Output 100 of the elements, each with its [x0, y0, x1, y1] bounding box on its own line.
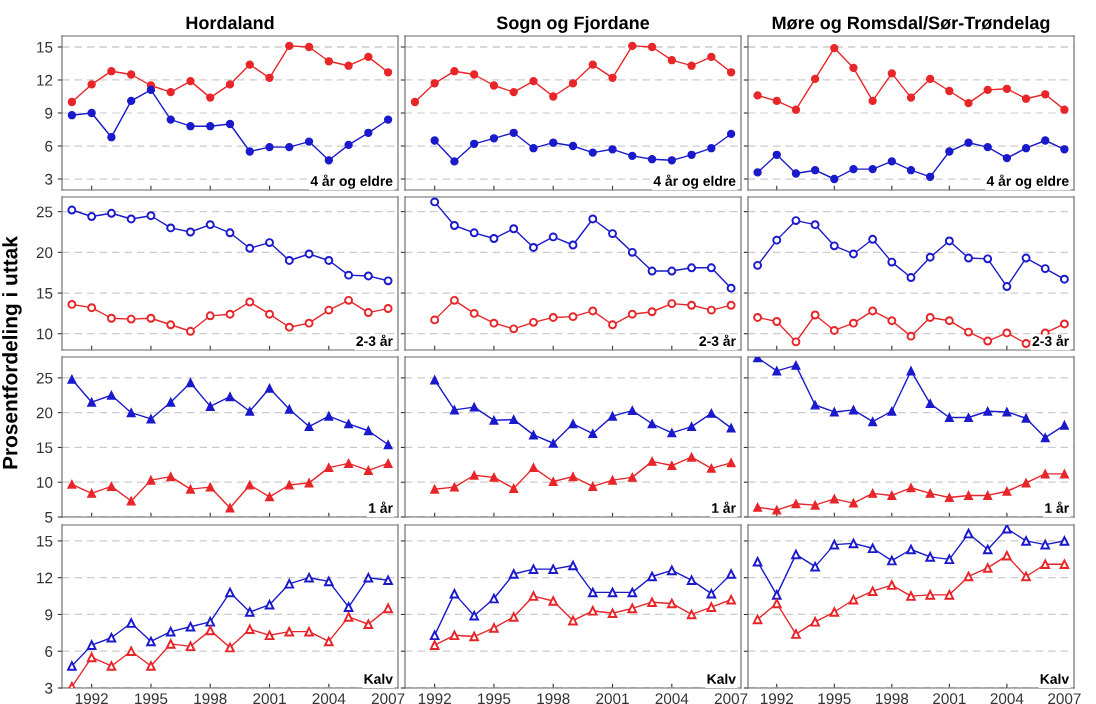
point: [324, 636, 334, 647]
point: [87, 80, 96, 89]
point: [771, 598, 782, 609]
point: [607, 608, 618, 619]
point: [906, 273, 916, 283]
y-tick-label: 15: [37, 442, 53, 454]
y-tick-label: 10: [37, 477, 53, 488]
y-axis-title: Prosentfordeling i uttak: [2, 236, 22, 469]
annotation: Kalv: [1040, 673, 1070, 684]
point: [588, 481, 598, 491]
point: [982, 544, 993, 555]
x-tick-label: 1992: [760, 693, 793, 704]
x-tick-label: 2004: [312, 693, 346, 704]
point: [244, 624, 255, 634]
annotation: 2-3 år: [356, 334, 393, 347]
chart-title: Hordaland: [186, 15, 274, 30]
point: [284, 256, 294, 265]
point: [1002, 153, 1012, 163]
annotation: 1 år: [712, 501, 736, 513]
point: [225, 392, 235, 402]
point: [528, 430, 538, 440]
point: [185, 378, 195, 388]
point: [67, 111, 77, 120]
y-tick-label: 9: [45, 609, 53, 621]
point: [126, 618, 136, 628]
point: [1021, 478, 1031, 488]
point: [868, 488, 878, 498]
point: [627, 587, 638, 598]
point: [810, 220, 820, 230]
point: [304, 318, 314, 328]
point: [264, 630, 275, 641]
point: [1021, 253, 1031, 263]
point: [848, 405, 858, 415]
point: [529, 243, 538, 252]
point: [867, 586, 878, 596]
point: [469, 308, 479, 318]
point: [628, 41, 637, 51]
point: [344, 458, 354, 468]
point: [449, 221, 459, 230]
point: [383, 276, 393, 286]
point: [245, 147, 254, 156]
point: [344, 295, 354, 305]
y-tick-label: 25: [36, 206, 53, 218]
point: [568, 615, 578, 626]
point: [906, 544, 916, 555]
point: [383, 115, 393, 124]
point: [791, 169, 801, 178]
point: [1059, 559, 1070, 570]
point: [983, 406, 993, 416]
point: [548, 438, 558, 448]
point: [548, 232, 558, 242]
point: [906, 166, 916, 175]
point: [489, 81, 499, 90]
point: [647, 307, 657, 317]
y-tick-label: 15: [37, 535, 53, 547]
point: [925, 252, 935, 262]
point: [450, 67, 459, 76]
point: [726, 68, 736, 77]
point: [944, 316, 954, 326]
point: [244, 607, 255, 617]
y-tick-label: 12: [37, 572, 53, 584]
annotation: 1 år: [1045, 501, 1069, 513]
point: [106, 390, 116, 400]
point: [548, 564, 559, 574]
y-tick-label: 15: [37, 42, 53, 53]
point: [868, 96, 877, 106]
point: [245, 406, 255, 416]
point: [944, 413, 954, 423]
annotation: 2-3 år: [699, 334, 736, 347]
point: [166, 115, 175, 124]
point: [470, 70, 479, 79]
point: [1021, 94, 1031, 103]
point: [667, 461, 677, 471]
point: [848, 498, 858, 508]
point: [186, 76, 195, 86]
point: [185, 484, 195, 494]
point: [86, 652, 97, 663]
point: [344, 270, 354, 280]
point: [1002, 525, 1012, 534]
point: [926, 172, 935, 181]
point: [450, 157, 459, 166]
y-tick-label: 5: [45, 512, 53, 523]
point: [107, 133, 116, 142]
point: [245, 297, 255, 307]
point: [849, 164, 858, 174]
point: [449, 588, 460, 599]
point: [587, 587, 598, 598]
point: [608, 475, 618, 485]
point: [887, 69, 896, 78]
point: [791, 360, 801, 370]
point: [205, 482, 215, 492]
point: [906, 591, 916, 601]
point: [225, 587, 235, 598]
point: [86, 640, 97, 650]
point: [383, 575, 393, 585]
point: [627, 603, 638, 614]
point: [284, 480, 294, 490]
y-tick-label: 6: [45, 646, 53, 657]
point: [343, 612, 354, 622]
point: [508, 612, 519, 622]
